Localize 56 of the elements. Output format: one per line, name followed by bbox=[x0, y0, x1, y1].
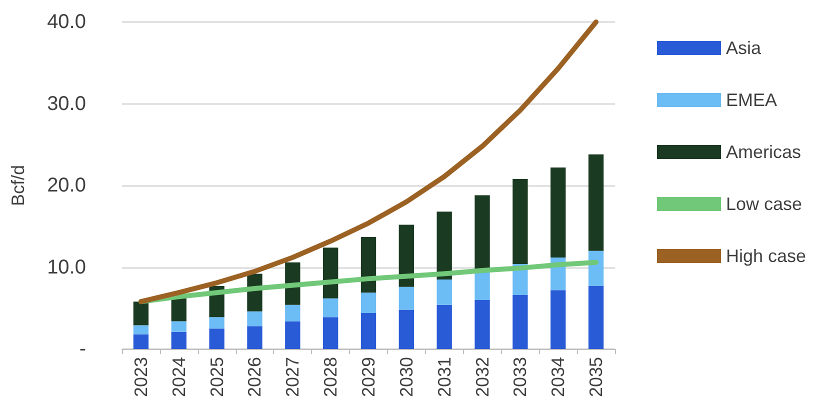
bar bbox=[322, 317, 338, 349]
x-tick-label: 2034 bbox=[548, 357, 568, 398]
bar bbox=[550, 168, 566, 258]
legend-label: Asia bbox=[726, 38, 762, 58]
bar bbox=[133, 325, 149, 334]
legend-label: High case bbox=[726, 246, 806, 266]
bar bbox=[398, 286, 414, 310]
bar bbox=[360, 237, 376, 293]
bar bbox=[171, 298, 186, 322]
y-tick-label: 30.0 bbox=[47, 92, 86, 115]
bar bbox=[474, 272, 490, 300]
y-tick-label: - bbox=[79, 338, 86, 360]
bar bbox=[322, 248, 338, 298]
x-tick-label: 2029 bbox=[358, 357, 378, 398]
bar bbox=[209, 317, 224, 329]
y-tick-label: 40.0 bbox=[47, 11, 86, 33]
bar bbox=[436, 212, 452, 280]
bar bbox=[436, 304, 452, 349]
bar bbox=[360, 313, 376, 349]
x-tick-label: 2027 bbox=[282, 357, 303, 398]
bar bbox=[512, 178, 528, 264]
bar bbox=[588, 154, 604, 251]
x-tick-label: 2033 bbox=[510, 357, 530, 398]
x-tick-label: 2030 bbox=[396, 357, 416, 398]
legend-label: Americas bbox=[726, 142, 802, 162]
bar bbox=[209, 328, 224, 349]
y-tick-label: 10.0 bbox=[47, 256, 86, 278]
bar bbox=[512, 295, 528, 349]
legend-label: Low case bbox=[726, 194, 802, 214]
x-tick-label: 2028 bbox=[320, 357, 341, 398]
x-tick-label: 2024 bbox=[168, 357, 189, 398]
bar bbox=[133, 302, 149, 326]
x-tick-label: 2035 bbox=[586, 357, 606, 398]
bar bbox=[322, 298, 338, 318]
bar bbox=[247, 326, 262, 349]
x-tick-label: 2025 bbox=[206, 357, 227, 398]
x-tick-label: 2032 bbox=[472, 357, 492, 398]
x-tick-label: 2031 bbox=[434, 357, 454, 398]
y-tick-label: 20.0 bbox=[47, 174, 86, 196]
bar bbox=[550, 290, 566, 349]
bar bbox=[398, 310, 414, 349]
x-tick-label: 2023 bbox=[130, 357, 151, 398]
bar bbox=[588, 286, 604, 349]
bar bbox=[436, 280, 452, 305]
legend-label: EMEA bbox=[726, 90, 778, 110]
y-axis-title: Bcf/d bbox=[8, 164, 28, 206]
bar bbox=[133, 334, 149, 349]
bar bbox=[171, 332, 186, 349]
bar bbox=[247, 311, 262, 326]
bar bbox=[171, 321, 186, 332]
bar bbox=[360, 292, 376, 314]
bar bbox=[474, 300, 490, 349]
bar bbox=[398, 224, 414, 287]
bar bbox=[285, 321, 300, 349]
bar bbox=[285, 304, 300, 322]
x-tick-label: 2026 bbox=[244, 357, 265, 398]
